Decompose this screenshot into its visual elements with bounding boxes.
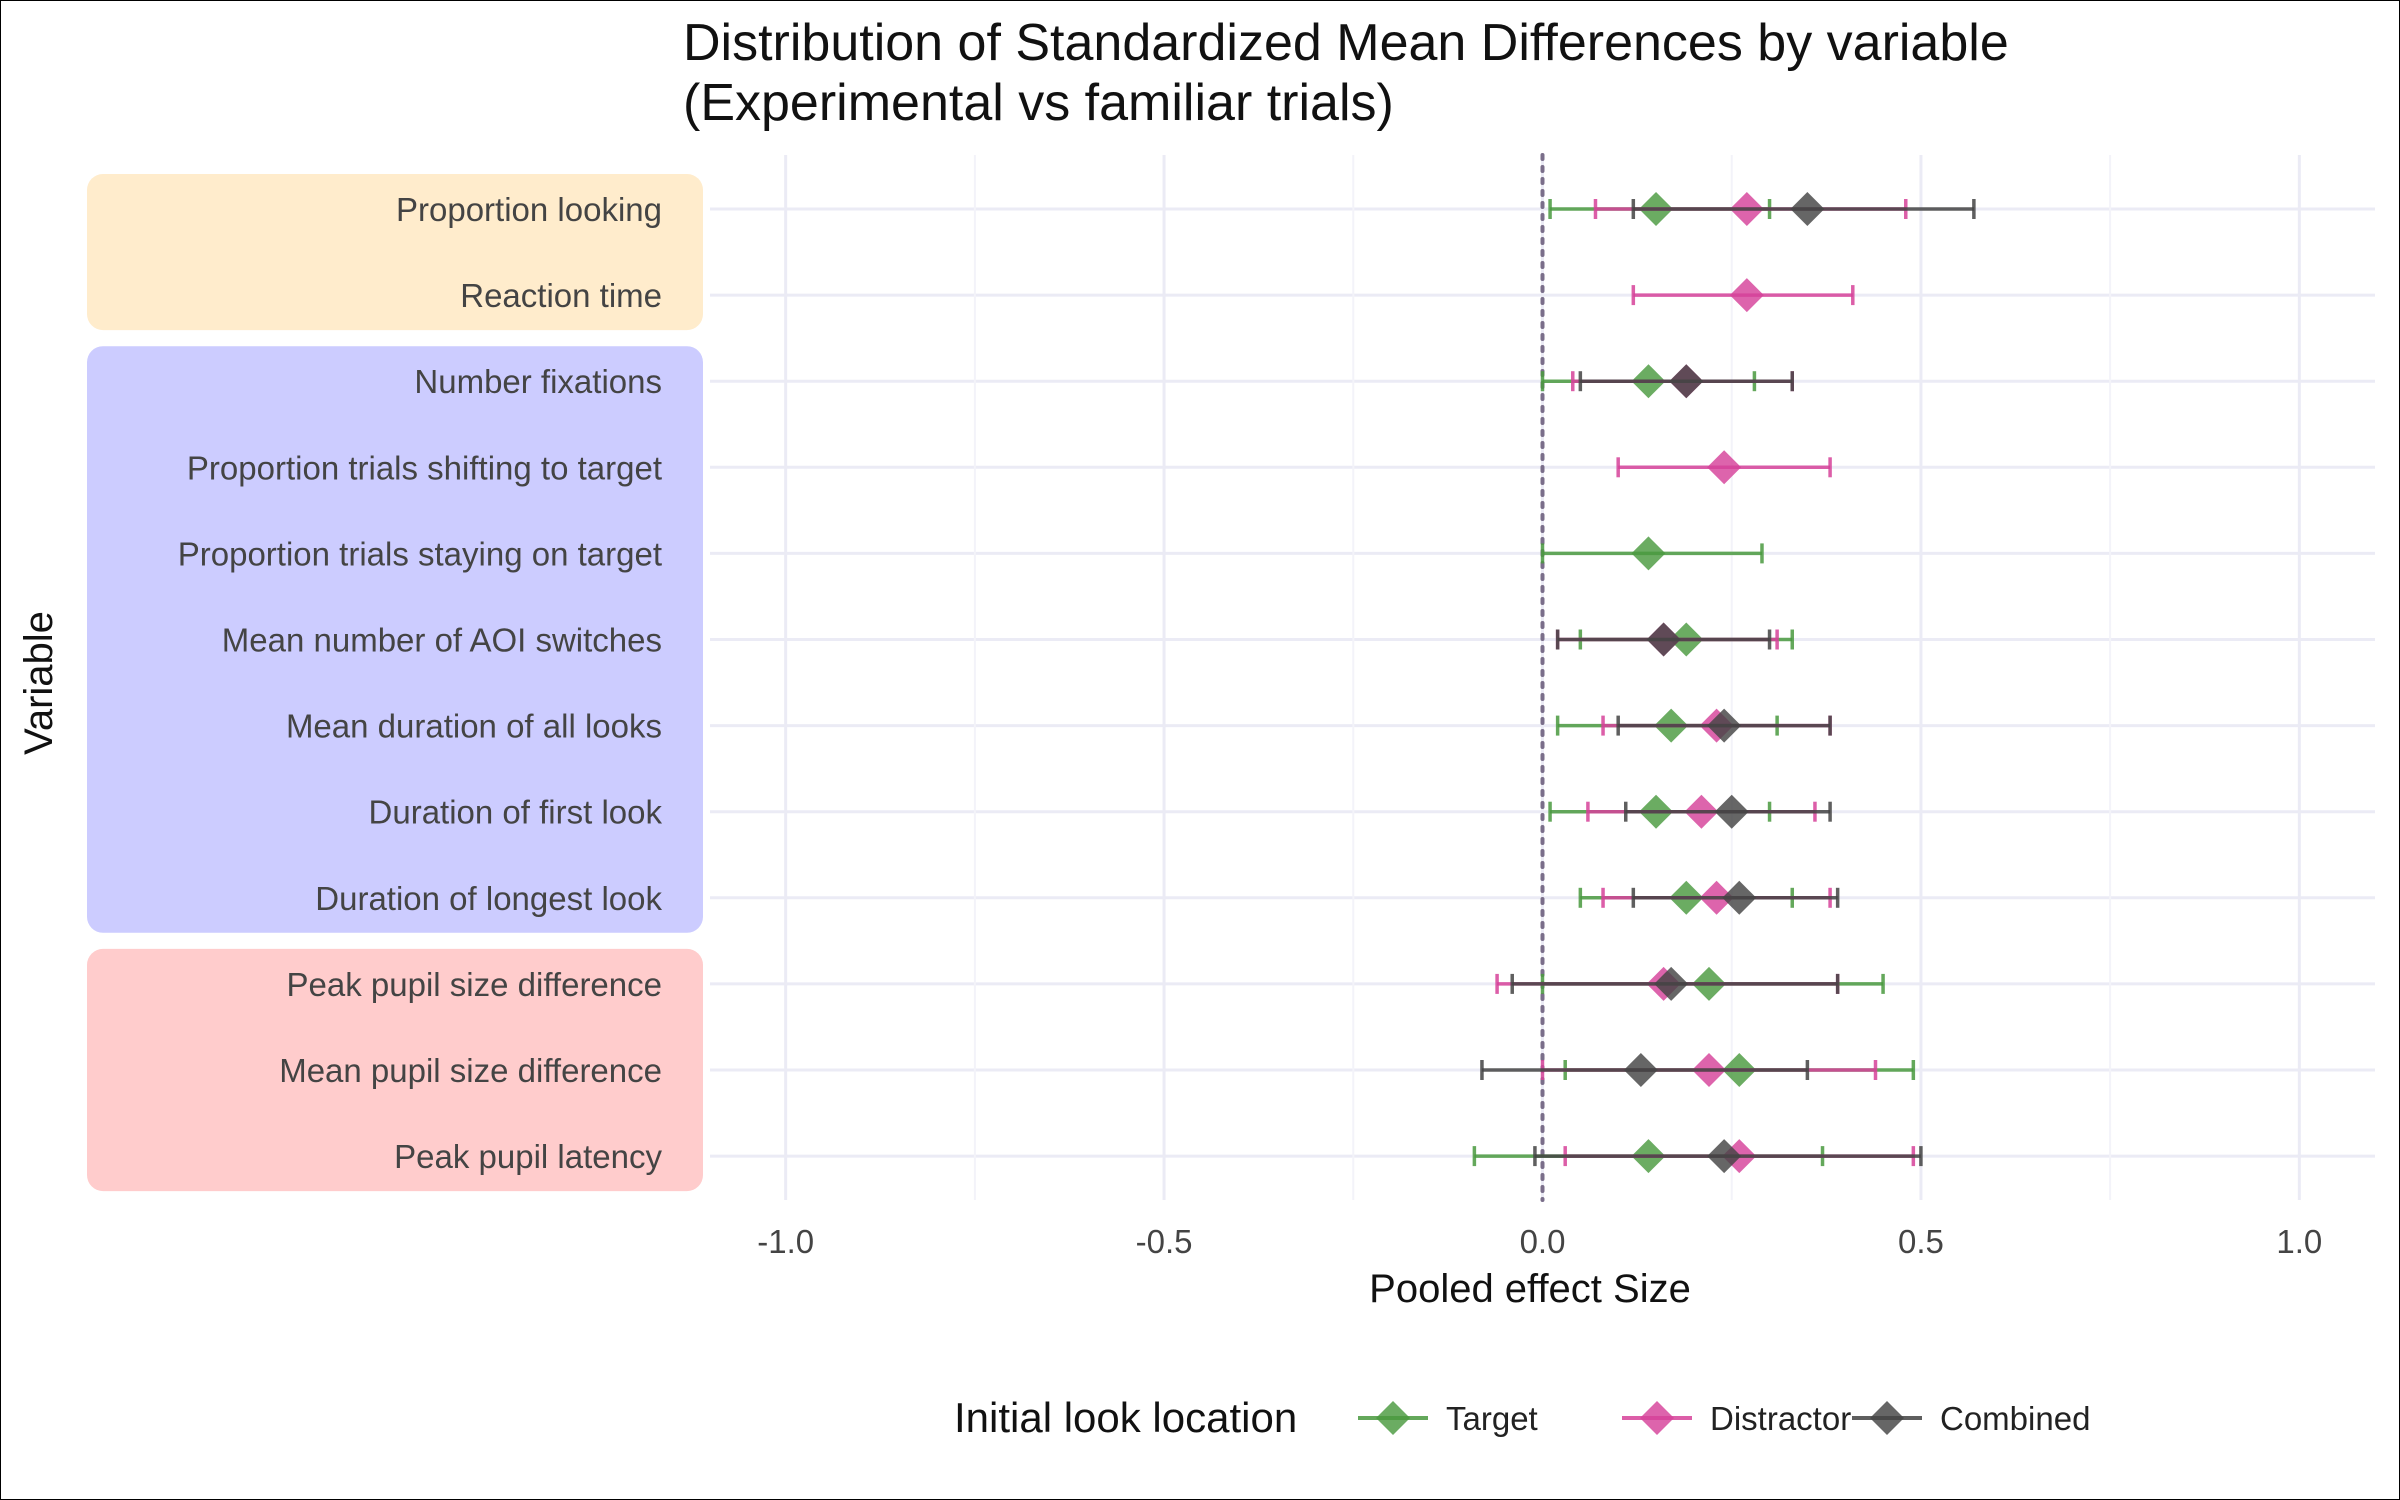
legend-entry-distractor: Distractor [1622, 1400, 1851, 1437]
y-label-proportion-trials-shifting-to-target: Proportion trials shifting to target [187, 449, 662, 486]
x-tick-label: -1.0 [757, 1223, 814, 1260]
y-label-number-fixations: Number fixations [414, 363, 662, 400]
point-estimate-combined-number-fixations [1669, 364, 1704, 399]
y-label-mean-duration-of-all-looks: Mean duration of all looks [286, 708, 662, 745]
x-tick-label: 0.5 [1898, 1223, 1944, 1260]
group-bands [87, 174, 703, 1192]
series-distractor [1495, 192, 1916, 1174]
x-axis-title: Pooled effect Size [1369, 1267, 1691, 1311]
legend-key-diamond [1870, 1401, 1904, 1435]
chart-title-line-1: Distribution of Standardized Mean Differ… [683, 14, 2009, 72]
series-combined [1480, 192, 1976, 1174]
x-tick-label: 1.0 [2276, 1223, 2322, 1260]
legend-title: Initial look location [954, 1394, 1297, 1441]
y-label-peak-pupil-latency: Peak pupil latency [394, 1138, 662, 1175]
y-label-duration-of-first-look: Duration of first look [369, 794, 663, 831]
legend-label-distractor: Distractor [1710, 1400, 1851, 1437]
x-tick-label: 0.0 [1520, 1223, 1566, 1260]
y-axis-labels: Proportion looking Reaction time Number fi… [178, 191, 663, 1175]
point-estimate-distractor-proportion-trials-shifting-to-target [1707, 450, 1742, 485]
point-estimate-combined-duration-of-first-look [1714, 794, 1749, 829]
point-estimate-combined-duration-of-longest-look [1722, 880, 1757, 915]
legend-entry-target: Target [1358, 1400, 1538, 1437]
chart-title: Distribution of Standardized Mean Differ… [683, 14, 2009, 132]
legend-label-combined: Combined [1940, 1400, 2090, 1437]
x-tick-label: -0.5 [1136, 1223, 1193, 1260]
point-estimate-distractor-reaction-time [1729, 278, 1764, 313]
point-estimate-combined-proportion-looking [1790, 192, 1825, 226]
legend-entry-combined: Combined [1852, 1400, 2090, 1437]
legend: Initial look location Target Distractor Co… [954, 1394, 2090, 1441]
variable-group-band-3 [87, 948, 703, 1192]
point-estimate-combined-mean-duration-of-all-looks [1707, 708, 1742, 743]
y-label-peak-pupil-size-difference: Peak pupil size difference [287, 966, 662, 1003]
point-estimate-combined-mean-number-of-aoi-switches [1646, 622, 1681, 657]
variable-group-band-1 [87, 174, 703, 331]
y-label-mean-number-of-aoi-switches: Mean number of AOI switches [222, 622, 662, 659]
gridlines [710, 155, 2375, 1200]
y-axis-title: Variable [17, 611, 61, 755]
y-label-proportion-looking: Proportion looking [396, 191, 662, 228]
x-axis-tick-labels: -1.0 -0.5 0.0 0.5 1.0 [757, 1223, 2322, 1260]
chart-title-line-2: (Experimental vs familiar trials) [683, 74, 1394, 132]
series-target [1472, 192, 1916, 1174]
legend-key-diamond [1640, 1401, 1674, 1435]
y-label-reaction-time: Reaction time [460, 277, 662, 314]
effect-marks [1472, 192, 1976, 1174]
point-estimate-target-proportion-trials-staying-on-target [1631, 536, 1666, 571]
legend-key-diamond [1376, 1401, 1410, 1435]
point-estimate-combined-mean-pupil-size-difference [1623, 1053, 1658, 1087]
y-label-proportion-trials-staying-on-target: Proportion trials staying on target [178, 535, 662, 572]
point-estimate-combined-peak-pupil-latency [1707, 1139, 1742, 1174]
y-label-duration-of-longest-look: Duration of longest look [315, 880, 662, 917]
point-estimate-combined-peak-pupil-size-difference [1654, 966, 1689, 1001]
variable-group-band-2 [87, 346, 703, 933]
y-label-mean-pupil-size-difference: Mean pupil size difference [279, 1052, 662, 1089]
legend-label-target: Target [1446, 1400, 1538, 1437]
